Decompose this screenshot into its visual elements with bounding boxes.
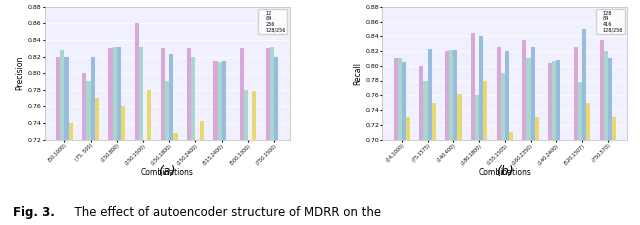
Bar bbox=[475, 95, 479, 225]
Bar bbox=[108, 48, 113, 225]
Bar bbox=[113, 47, 116, 225]
Bar bbox=[121, 106, 125, 225]
Bar bbox=[169, 54, 173, 225]
Bar bbox=[419, 66, 424, 225]
Bar bbox=[394, 58, 397, 225]
Bar bbox=[608, 58, 612, 225]
Bar bbox=[221, 61, 226, 225]
Bar bbox=[139, 47, 143, 225]
Bar bbox=[406, 117, 410, 225]
Bar bbox=[402, 62, 406, 225]
Bar bbox=[424, 81, 428, 225]
Text: (a): (a) bbox=[159, 166, 176, 178]
Bar bbox=[161, 48, 165, 225]
Bar bbox=[252, 91, 257, 225]
Bar bbox=[458, 94, 461, 225]
Bar bbox=[500, 73, 505, 225]
Bar bbox=[116, 47, 121, 225]
Bar bbox=[274, 56, 278, 225]
Bar bbox=[266, 48, 270, 225]
Bar bbox=[552, 61, 556, 225]
Text: The effect of autoencoder structure of MDRR on the: The effect of autoencoder structure of M… bbox=[67, 206, 381, 219]
Bar bbox=[64, 56, 68, 225]
X-axis label: Combinations: Combinations bbox=[479, 169, 531, 178]
Y-axis label: Recall: Recall bbox=[353, 62, 362, 85]
Bar bbox=[270, 47, 274, 225]
Bar bbox=[604, 51, 608, 225]
Bar bbox=[556, 60, 561, 225]
Bar bbox=[578, 82, 582, 225]
Bar bbox=[213, 61, 218, 225]
Bar bbox=[527, 58, 531, 225]
Bar bbox=[548, 63, 552, 225]
Bar bbox=[471, 33, 475, 225]
Text: (b): (b) bbox=[496, 166, 514, 178]
Bar bbox=[509, 132, 513, 225]
Bar bbox=[531, 47, 534, 225]
Text: Fig. 3.: Fig. 3. bbox=[13, 206, 54, 219]
Bar bbox=[147, 90, 152, 225]
Bar bbox=[397, 58, 402, 225]
Bar bbox=[191, 56, 195, 225]
Bar bbox=[586, 103, 590, 225]
Bar bbox=[195, 207, 200, 225]
Bar bbox=[218, 61, 221, 225]
Bar bbox=[60, 50, 64, 225]
Bar bbox=[483, 81, 487, 225]
X-axis label: Combinations: Combinations bbox=[141, 169, 193, 178]
Bar bbox=[173, 133, 178, 225]
Bar bbox=[90, 56, 95, 225]
Bar bbox=[534, 117, 539, 225]
Bar bbox=[86, 81, 90, 225]
Bar bbox=[244, 90, 248, 225]
Bar bbox=[239, 48, 244, 225]
Bar bbox=[165, 81, 169, 225]
Legend: 128, 84, 416, 128/256: 128, 84, 416, 128/256 bbox=[596, 9, 625, 34]
Bar bbox=[187, 48, 191, 225]
Bar bbox=[600, 40, 604, 225]
Bar bbox=[432, 103, 436, 225]
Bar bbox=[200, 121, 204, 225]
Bar bbox=[143, 204, 147, 225]
Bar bbox=[445, 51, 449, 225]
Bar bbox=[449, 50, 453, 225]
Bar bbox=[68, 123, 73, 225]
Bar bbox=[582, 29, 586, 225]
Bar bbox=[574, 47, 578, 225]
Bar bbox=[522, 40, 527, 225]
Bar bbox=[56, 56, 60, 225]
Bar bbox=[453, 50, 458, 225]
Bar bbox=[497, 47, 500, 225]
Bar bbox=[479, 36, 483, 225]
Bar bbox=[134, 23, 139, 225]
Bar bbox=[505, 51, 509, 225]
Bar bbox=[95, 98, 99, 225]
Bar bbox=[82, 73, 86, 225]
Legend: 12, 84, 256, 128/256: 12, 84, 256, 128/256 bbox=[259, 9, 287, 34]
Bar bbox=[428, 49, 432, 225]
Y-axis label: Precision: Precision bbox=[15, 56, 25, 90]
Bar bbox=[248, 198, 252, 225]
Bar bbox=[612, 117, 616, 225]
